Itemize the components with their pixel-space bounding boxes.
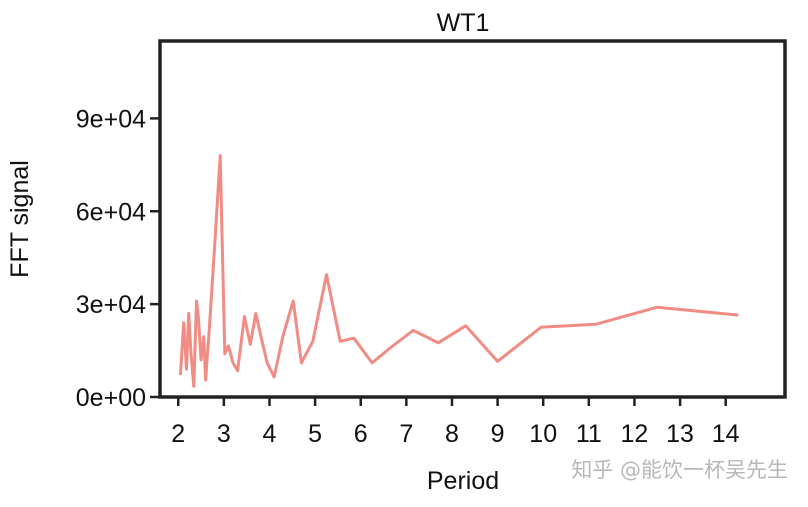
x-tick-label: 3 (217, 420, 231, 448)
data-point (208, 328, 211, 330)
data-point (464, 325, 467, 327)
data-point (185, 368, 188, 370)
data-point (656, 306, 659, 309)
plot-frame (158, 39, 787, 399)
data-point (202, 335, 205, 338)
data-points (179, 154, 738, 387)
x-axis-ticks: 2 3 4 5 6 7 8 9 10 11 12 13 14 (171, 397, 740, 448)
y-axis-title: FFT signal (6, 160, 34, 278)
x-tick-label: 14 (712, 420, 740, 448)
data-point (736, 314, 738, 316)
data-point (197, 315, 200, 318)
data-point (249, 343, 252, 346)
data-point (260, 337, 263, 339)
data-point (255, 312, 257, 315)
data-point (353, 337, 355, 339)
data-point (312, 340, 314, 343)
x-tick-label: 6 (354, 420, 368, 448)
y-tick-label: 3e+04 (76, 291, 146, 319)
data-point (371, 362, 373, 364)
x-tick-label: 9 (491, 420, 505, 448)
data-point (223, 352, 226, 355)
x-tick-label: 8 (445, 420, 459, 448)
x-tick-label: 12 (621, 420, 649, 448)
data-point (325, 273, 328, 276)
x-tick-label: 4 (263, 420, 277, 448)
data-point (339, 340, 342, 343)
x-tick-label: 13 (666, 420, 694, 448)
data-point (227, 345, 230, 347)
data-point (282, 334, 284, 336)
data-point (243, 315, 246, 318)
data-point (391, 345, 394, 347)
x-tick-label: 10 (529, 420, 557, 448)
data-point (192, 385, 195, 387)
x-tick-label: 11 (576, 420, 602, 448)
x-tick-label: 2 (171, 420, 185, 448)
data-point (236, 369, 239, 372)
data-point (292, 300, 295, 302)
x-tick-label: 5 (308, 420, 322, 448)
data-point (437, 342, 440, 344)
data-point (182, 321, 185, 324)
data-point (594, 323, 597, 326)
watermark: 知乎 @能饮一杯吴先生 (571, 458, 788, 482)
x-axis-title: Period (427, 467, 499, 495)
y-tick-label: 6e+04 (76, 198, 146, 226)
data-point (187, 312, 190, 315)
data-point (219, 154, 222, 157)
y-tick-label: 9e+04 (76, 105, 146, 133)
x-tick-label: 7 (399, 420, 413, 448)
data-point (232, 362, 234, 364)
data-point (204, 379, 207, 381)
chart-title: WT1 (437, 9, 490, 37)
y-tick-label: 0e+00 (76, 384, 146, 412)
data-point (190, 352, 192, 355)
data-point (412, 329, 414, 332)
series-line-wt1 (179, 154, 739, 388)
data-point (273, 376, 275, 378)
y-axis-ticks: 0e+00 3e+04 6e+04 9e+04 (76, 105, 160, 412)
data-point (213, 244, 216, 247)
data-point (496, 360, 499, 363)
data-point (179, 372, 182, 375)
data-point (266, 362, 269, 364)
data-point (540, 326, 542, 329)
data-point (195, 300, 198, 302)
data-point (300, 362, 303, 364)
data-point (200, 359, 202, 361)
